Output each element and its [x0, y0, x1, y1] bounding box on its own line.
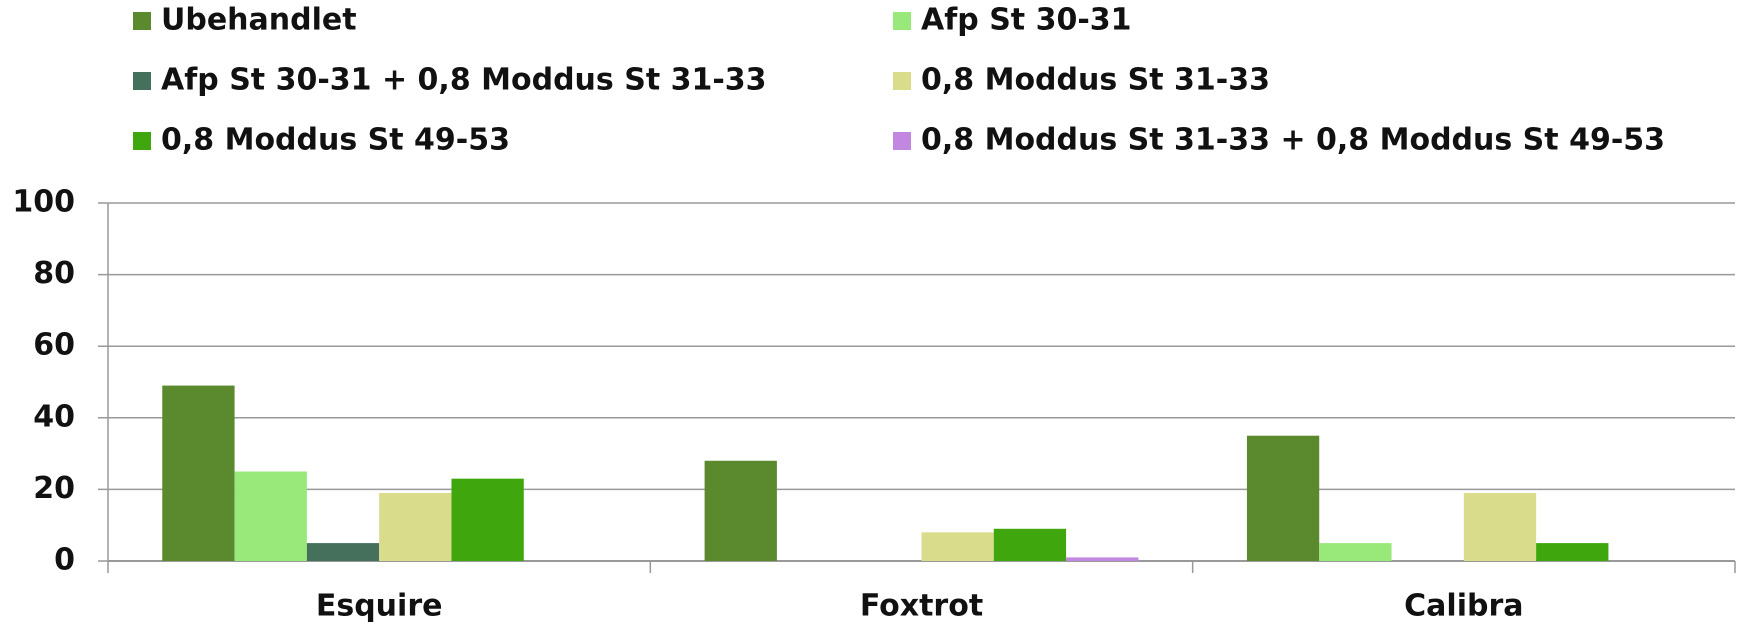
bar: [1246, 435, 1320, 561]
legend-label: 0,8 Moddus St 31-33 + 0,8 Moddus St 49-5…: [921, 123, 1665, 158]
y-tick-label: 80: [33, 256, 75, 291]
bar: [451, 478, 524, 561]
legend-label: Afp St 30-31 + 0,8 Moddus St 31-33: [161, 63, 767, 98]
legend-swatch: [133, 72, 151, 90]
y-tick-label: 40: [33, 399, 75, 434]
bar: [1319, 543, 1392, 561]
bar: [993, 528, 1067, 561]
x-tick-label: Esquire: [316, 589, 443, 624]
y-tick-label: 20: [33, 471, 75, 506]
y-tick-label: 60: [33, 328, 75, 363]
legend-swatch: [893, 12, 911, 30]
bar: [234, 471, 307, 561]
bar: [704, 460, 777, 561]
x-tick-label: Calibra: [1404, 589, 1523, 624]
legend-swatch: [133, 132, 151, 150]
bar: [1536, 543, 1609, 561]
bar: [379, 492, 452, 561]
legend-swatch: [893, 132, 911, 150]
legend-label: 0,8 Moddus St 49-53: [161, 123, 510, 158]
legend-label: 0,8 Moddus St 31-33: [921, 63, 1270, 98]
x-tick-label: Foxtrot: [860, 589, 983, 624]
bar: [1463, 492, 1537, 561]
y-tick-label: 100: [12, 185, 75, 220]
bar: [921, 532, 994, 561]
legend-label: Afp St 30-31: [921, 3, 1132, 38]
bar: [306, 543, 380, 561]
bar: [1066, 557, 1139, 561]
bar: [162, 385, 235, 561]
legend-label: Ubehandlet: [161, 3, 357, 38]
y-tick-label: 0: [54, 543, 75, 578]
legend-swatch: [133, 12, 151, 30]
legend-swatch: [893, 72, 911, 90]
